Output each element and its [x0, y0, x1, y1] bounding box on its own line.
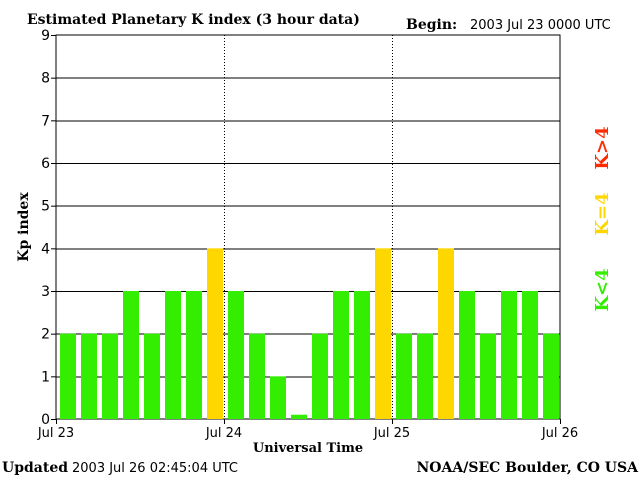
kp-bar	[354, 291, 370, 419]
y-tick-label: 8	[41, 71, 50, 87]
y-tick-label: 6	[41, 156, 50, 172]
x-axis-label: Universal Time	[253, 441, 363, 456]
kp-bar	[270, 376, 286, 419]
kp-bar	[165, 291, 181, 419]
kp-bar	[81, 333, 97, 419]
source-credit: NOAA/SEC Boulder, CO USA	[417, 460, 640, 476]
kp-bar	[207, 248, 223, 419]
kp-bar	[501, 291, 517, 419]
x-tick-label: Jul 23	[37, 426, 74, 441]
x-tick-label: Jul 25	[373, 426, 410, 441]
kp-bar	[102, 333, 118, 419]
y-axis-ticks: 0 1 2 3 4 5 6 7 8 9	[41, 28, 56, 428]
legend-equal-4: K=4	[592, 192, 613, 235]
y-tick-label: 7	[41, 113, 50, 129]
y-tick-label: 2	[41, 327, 50, 343]
kp-bar	[396, 333, 412, 419]
kp-bar	[186, 291, 202, 419]
x-tick-label: Jul 24	[205, 426, 242, 441]
updated-value: 2003 Jul 26 02:45:04 UTC	[72, 461, 238, 476]
y-tick-label: 0	[41, 412, 50, 428]
y-tick-label: 4	[41, 241, 50, 257]
day-separators	[224, 35, 393, 419]
kp-bar	[249, 333, 265, 419]
kp-bar	[417, 333, 433, 419]
legend-above-4: K>4	[592, 126, 613, 169]
kp-bar	[522, 291, 538, 419]
kp-bar	[438, 248, 454, 419]
y-tick-label: 3	[41, 284, 50, 300]
y-tick-label: 1	[41, 369, 50, 385]
kp-bar	[480, 333, 496, 419]
kp-bar	[312, 333, 328, 419]
kp-bar	[543, 333, 559, 419]
bar-series	[60, 248, 559, 419]
kp-bar	[375, 248, 391, 419]
legend-below-4: K<4	[592, 268, 613, 311]
y-tick-label: 9	[41, 28, 50, 44]
kp-bar	[333, 291, 349, 419]
begin-label: Begin:	[406, 17, 457, 33]
plot-frame	[55, 34, 561, 420]
y-tick-label: 5	[41, 199, 50, 215]
grid-lines	[56, 77, 560, 378]
y-axis-label: Kp index	[16, 192, 32, 262]
kp-bar	[291, 414, 307, 419]
x-tick-label: Jul 26	[541, 426, 578, 441]
updated-label: Updated	[2, 460, 68, 476]
kp-bar	[459, 291, 475, 419]
kp-bar	[144, 333, 160, 419]
begin-value: 2003 Jul 23 0000 UTC	[470, 18, 611, 33]
chart-title: Estimated Planetary K index (3 hour data…	[27, 12, 360, 28]
kp-bar	[60, 333, 76, 419]
kp-bar	[123, 291, 139, 419]
x-axis-ticks: Jul 23 Jul 24 Jul 25 Jul 26	[37, 419, 578, 441]
kp-bar	[228, 291, 244, 419]
